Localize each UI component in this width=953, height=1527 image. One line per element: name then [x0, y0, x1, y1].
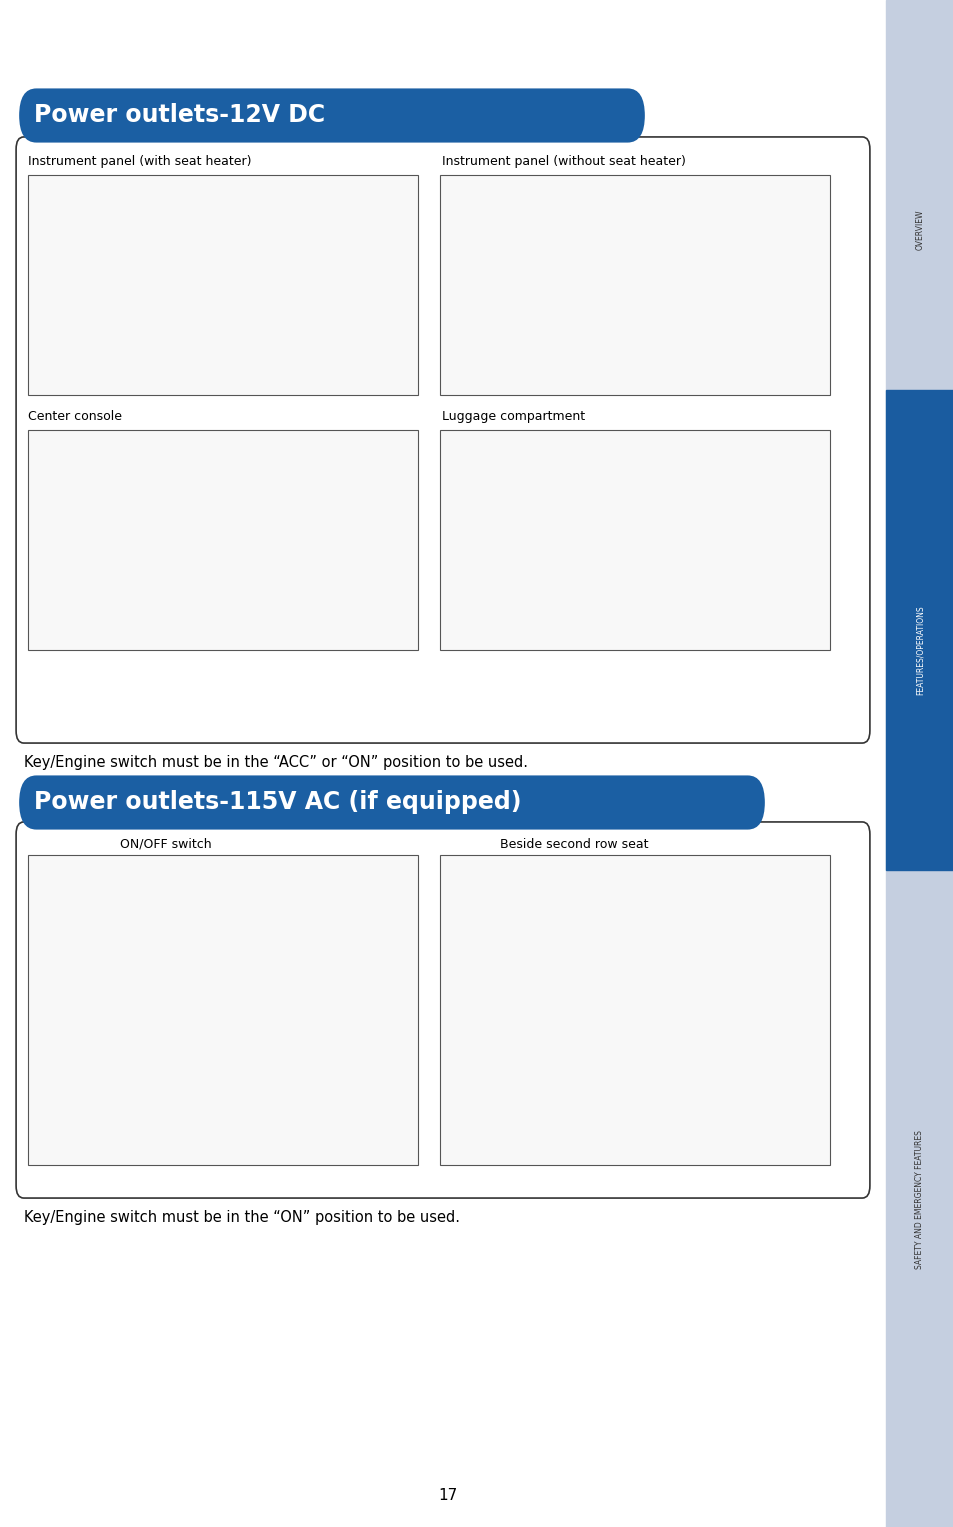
- Bar: [885, 389, 953, 870]
- Bar: [439, 855, 829, 1165]
- Text: OVERVIEW: OVERVIEW: [915, 209, 923, 250]
- Bar: [28, 431, 417, 651]
- Text: SAFETY AND EMERGENCY FEATURES: SAFETY AND EMERGENCY FEATURES: [915, 1130, 923, 1269]
- Bar: [885, 0, 953, 1527]
- Text: 17: 17: [438, 1487, 457, 1503]
- Bar: [439, 431, 829, 651]
- Text: Instrument panel (without seat heater): Instrument panel (without seat heater): [441, 156, 685, 168]
- Text: Center console: Center console: [28, 411, 122, 423]
- Text: Power outlets-12V DC: Power outlets-12V DC: [34, 104, 325, 127]
- Bar: [28, 176, 417, 395]
- Text: Luggage compartment: Luggage compartment: [441, 411, 584, 423]
- Text: Instrument panel (with seat heater): Instrument panel (with seat heater): [28, 156, 252, 168]
- Text: Beside second row seat: Beside second row seat: [499, 838, 648, 851]
- FancyBboxPatch shape: [16, 822, 869, 1199]
- FancyBboxPatch shape: [19, 89, 644, 142]
- Text: ON/OFF switch: ON/OFF switch: [120, 838, 212, 851]
- Text: Key/Engine switch must be in the “ON” position to be used.: Key/Engine switch must be in the “ON” po…: [24, 1209, 459, 1225]
- FancyBboxPatch shape: [19, 776, 764, 829]
- Text: FEATURES/OPERATIONS: FEATURES/OPERATIONS: [915, 605, 923, 695]
- Bar: [28, 855, 417, 1165]
- Bar: [439, 176, 829, 395]
- Text: Power outlets-115V AC (if equipped): Power outlets-115V AC (if equipped): [34, 791, 521, 814]
- Text: Key/Engine switch must be in the “ACC” or “ON” position to be used.: Key/Engine switch must be in the “ACC” o…: [24, 754, 527, 770]
- FancyBboxPatch shape: [16, 137, 869, 744]
